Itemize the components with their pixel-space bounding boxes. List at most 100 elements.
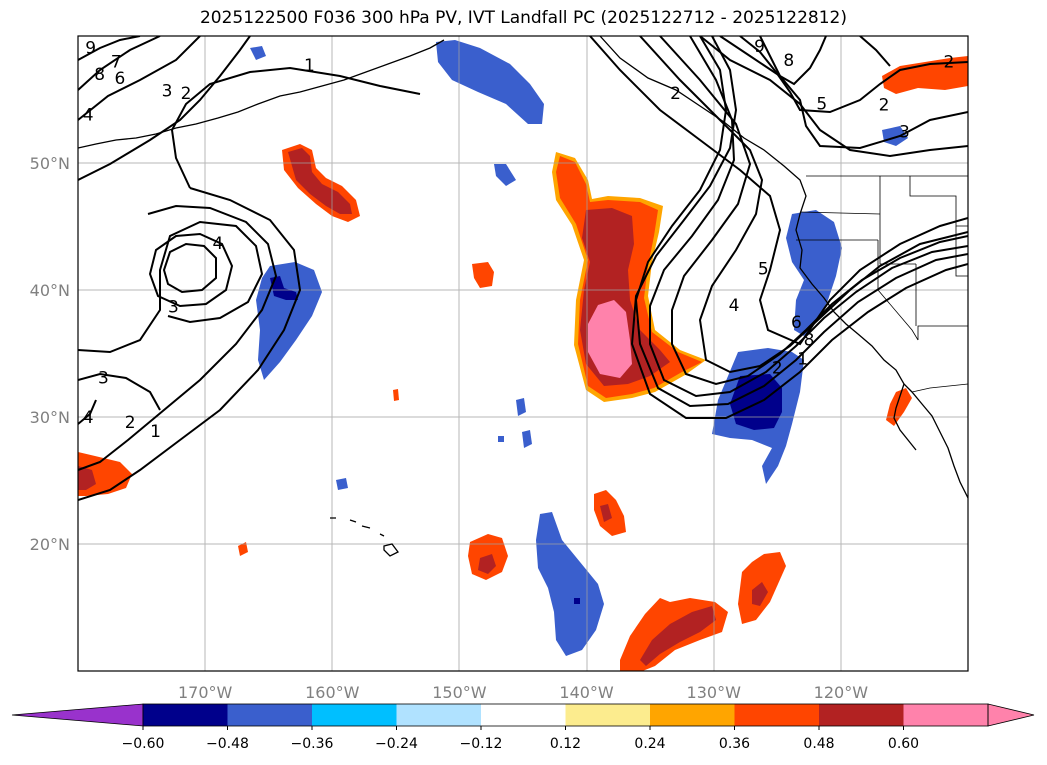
pv-contour-northeast-5 (859, 36, 891, 67)
pv-contours (78, 36, 968, 501)
colorbar-tick-label: −0.36 (291, 736, 334, 752)
latitude-tick-label: 40°N (30, 281, 70, 300)
pv-contour-label: 7 (111, 52, 122, 72)
positive-anomaly-small-east-core (600, 504, 612, 522)
positive-anomaly-west-edge-core (78, 466, 96, 490)
coastline-north-america-west (599, 36, 968, 499)
pv-contour-label: 3 (98, 369, 109, 389)
colorbar-extend-high (987, 703, 1035, 727)
pv-contour-west-6 (78, 372, 161, 411)
positive-anomaly-southeast-blob-core (752, 582, 768, 606)
longitude-tick-label: 130°W (687, 683, 742, 702)
pv-contour-northeast-1 (699, 36, 968, 158)
pv-contour-label: 6 (115, 69, 126, 89)
colorbar-swatch (650, 704, 735, 726)
negative-anomaly-small-2 (522, 430, 532, 448)
colorbar-swatch (312, 704, 397, 726)
latitude-tick-labels: 20°N 30°N 40°N 50°N (30, 154, 70, 554)
negative-anomaly-small-4 (498, 436, 504, 442)
border-wyoming (955, 226, 968, 277)
longitude-tick-labels: 170°W 160°W 150°W 140°W 130°W 120°W (178, 683, 868, 702)
colorbar-swatch (903, 704, 989, 726)
political-borders (796, 175, 968, 393)
positive-anomaly-north-pacific-blob-core (288, 148, 352, 214)
latitude-tick-label: 30°N (30, 408, 70, 427)
negative-anomaly-north-small (250, 46, 266, 60)
pv-contour-east-4 (649, 36, 968, 398)
border-idaho (879, 176, 916, 265)
colorbar-swatch (565, 704, 651, 726)
pv-contour-northeast-3 (739, 36, 968, 114)
pv-contour-label: 1 (797, 350, 808, 370)
pv-contour-east-6 (630, 36, 968, 419)
colorbar-tick-label: 0.60 (888, 736, 919, 752)
colorbar-tick-label: 0.24 (634, 736, 665, 752)
pv-contour-northwest-1 (78, 36, 141, 61)
positive-anomaly-central-plume-peak (588, 300, 632, 378)
colorbar-swatch (819, 704, 904, 726)
pv-contour-label: 4 (83, 408, 94, 428)
negative-anomaly-subtropical-plume-core (574, 598, 580, 604)
pv-contour-label: 2 (944, 52, 955, 72)
map-frame (77, 35, 969, 672)
colorbar-tick-label: −0.48 (206, 736, 249, 752)
coastline-baja-california (893, 383, 917, 451)
pv-contour-label: 5 (758, 259, 769, 279)
coastline-aleutians (78, 39, 445, 149)
longitude-tick-label: 150°W (432, 683, 487, 702)
pv-contour-label: 5 (816, 94, 827, 114)
colorbar-tick-label: −0.12 (460, 736, 503, 752)
pv-contour-northwest-2 (78, 36, 161, 91)
pv-contour-east-1 (589, 36, 968, 346)
negative-anomaly-west-blob (256, 262, 322, 380)
pv-contour-label: 3 (899, 122, 910, 142)
positive-anomaly-southeast-plume-core (640, 606, 716, 666)
pv-contour-label: 3 (168, 298, 179, 318)
colorbar-tick-label: −0.24 (375, 736, 418, 752)
colorbar-extend-low (11, 703, 144, 727)
pv-contour-west-7 (78, 399, 97, 425)
colorbar-swatch (227, 704, 313, 726)
colorbar-swatch (734, 704, 820, 726)
positive-anomaly-northeast-corner (882, 56, 968, 94)
negative-anomaly-small-1 (516, 398, 526, 416)
pv-contour-label: 4 (212, 234, 223, 254)
positive-anomaly-small-blob (472, 262, 494, 288)
negative-anomaly-small-3 (336, 478, 348, 490)
colorbar-tick-label: 0.36 (719, 736, 750, 752)
negative-anomaly-west-blob-core (270, 276, 298, 300)
pv-contour-label: 8 (94, 65, 105, 85)
pv-contour-label: 8 (783, 51, 794, 71)
border-arizona (917, 325, 968, 340)
colorbar: −0.60 −0.48 −0.36 −0.24 −0.12 0.12 0.24 0.36 0.4… (11, 703, 1035, 752)
positive-anomaly-fills (78, 56, 968, 671)
ocean-background (78, 36, 968, 671)
pv-contour-label: 3 (162, 82, 173, 102)
border-us-mexico (911, 383, 968, 393)
border-california-nevada (877, 240, 919, 341)
colorbar-tick-label: 0.48 (803, 736, 834, 752)
pv-contour-label: 4 (729, 296, 740, 316)
positive-anomaly-tiny-west (238, 542, 248, 556)
colorbar-swatch (396, 704, 482, 726)
pv-contour-west-2 (78, 204, 278, 471)
pv-contour-northwest-5 (170, 66, 421, 189)
pv-contour-label: 1 (304, 56, 315, 76)
pv-contour-west-5 (162, 242, 217, 294)
map-title: 2025122500 F036 300 hPa PV, IVT Landfall… (199, 8, 847, 28)
pv-contour-northeast-4 (759, 36, 827, 86)
colorbar-tick-label: −0.60 (122, 736, 165, 752)
latitude-tick-label: 20°N (30, 535, 70, 554)
negative-anomaly-southern-california-core (730, 374, 782, 430)
pv-contour-west-1 (78, 187, 302, 501)
positive-anomaly-tiny-hawaii (393, 389, 399, 401)
coastline-hawaiian-islands (330, 517, 399, 557)
pv-contour-northwest-3 (78, 36, 201, 121)
pv-contour-label: 9 (85, 38, 96, 58)
longitude-tick-label: 120°W (814, 683, 869, 702)
negative-anomaly-midpacific-small (494, 164, 516, 186)
pv-contour-northwest-4 (78, 36, 251, 181)
